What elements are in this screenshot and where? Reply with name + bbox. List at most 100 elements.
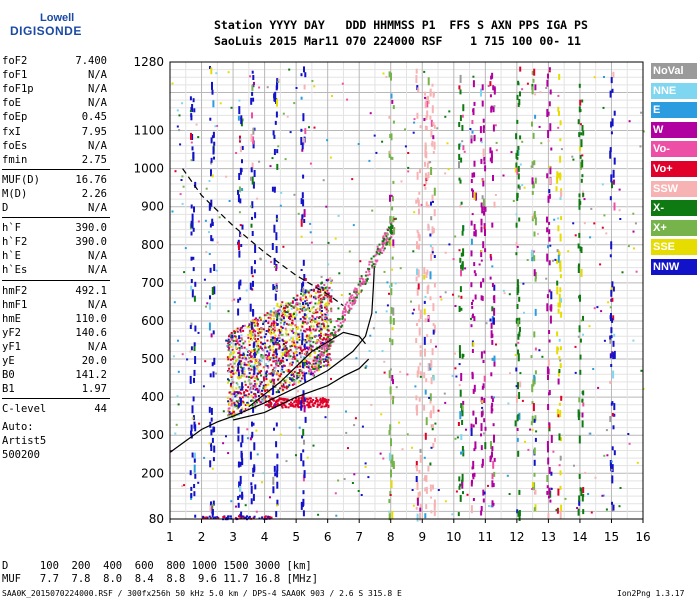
- echo-point: [251, 350, 254, 353]
- echo-point: [619, 487, 622, 489]
- echo-point: [337, 317, 340, 320]
- echo-point: [321, 341, 324, 344]
- echo-point: [318, 329, 321, 332]
- echo-point: [579, 369, 582, 375]
- echo-point: [412, 250, 415, 253]
- echo-point: [265, 371, 268, 373]
- echo-point: [230, 399, 233, 402]
- echo-point: [179, 143, 182, 146]
- echo-point: [219, 102, 222, 105]
- echo-point: [309, 373, 312, 376]
- echo-point: [432, 375, 435, 381]
- echo-point: [300, 406, 303, 411]
- echo-point: [254, 212, 257, 219]
- echo-point: [274, 310, 277, 318]
- param-m-d: M(D) 2.26: [2, 188, 107, 202]
- echo-point: [322, 397, 324, 400]
- echo-point: [522, 282, 525, 285]
- echo-point: [256, 389, 259, 392]
- echo-point: [549, 166, 552, 175]
- echo-point: [490, 106, 493, 113]
- echo-point: [282, 364, 285, 367]
- echo-point: [547, 446, 549, 453]
- echo-point: [632, 212, 635, 215]
- echo-point: [259, 363, 262, 366]
- echo-point: [292, 337, 295, 340]
- echo-point: [610, 289, 613, 297]
- echo-point: [227, 310, 230, 313]
- param-label: foF2: [2, 55, 28, 67]
- echo-point: [237, 426, 240, 434]
- echo-point: [181, 175, 184, 178]
- echo-point: [194, 514, 197, 518]
- echo-point: [248, 372, 251, 375]
- echo-point: [257, 391, 259, 394]
- echo-point: [531, 177, 534, 185]
- echo-point: [605, 232, 608, 235]
- echo-point: [320, 317, 323, 320]
- echo-point: [240, 409, 243, 415]
- echo-point: [253, 127, 256, 131]
- echo-point: [324, 288, 327, 291]
- echo-point: [297, 397, 300, 400]
- echo-point: [279, 317, 282, 320]
- echo-point: [290, 305, 293, 307]
- echo-point: [275, 246, 278, 253]
- echo-point: [281, 387, 283, 390]
- echo-point: [299, 308, 301, 311]
- echo-point: [419, 125, 422, 129]
- echo-point: [417, 232, 420, 239]
- echo-point: [546, 216, 548, 223]
- echo-point: [251, 84, 254, 91]
- echo-point: [179, 193, 182, 196]
- echo-point: [471, 213, 474, 216]
- echo-point: [473, 101, 476, 106]
- echo-point: [325, 279, 328, 282]
- echo-point: [309, 397, 312, 400]
- echo-point: [618, 188, 621, 191]
- echo-point: [291, 339, 294, 342]
- echo-point: [431, 105, 434, 114]
- echo-point: [239, 461, 242, 467]
- echo-point: [309, 309, 312, 312]
- echo-point: [230, 345, 233, 348]
- echo-point: [432, 135, 435, 140]
- echo-point: [254, 245, 257, 253]
- echo-point: [308, 307, 310, 310]
- echo-point: [241, 367, 244, 375]
- echo-point: [263, 379, 266, 382]
- echo-point: [423, 274, 426, 280]
- echo-point: [276, 82, 279, 89]
- echo-point: [282, 308, 285, 311]
- echo-point: [429, 271, 432, 280]
- echo-point: [313, 85, 316, 88]
- echo-point: [307, 339, 310, 342]
- echo-point: [250, 485, 253, 494]
- echo-point: [316, 290, 319, 293]
- echo-point: [227, 71, 230, 74]
- param-separator: [2, 168, 110, 170]
- echo-point: [611, 413, 614, 416]
- echo-point: [277, 389, 280, 392]
- echo-point: [259, 383, 262, 385]
- echo-point: [431, 226, 434, 235]
- echo-point: [275, 373, 278, 376]
- echo-point: [273, 326, 276, 329]
- echo-point: [298, 311, 301, 314]
- echo-point: [288, 339, 291, 342]
- echo-point: [593, 307, 596, 310]
- echo-point: [473, 472, 476, 477]
- echo-point: [330, 339, 333, 342]
- echo-point: [277, 309, 280, 312]
- echo-point: [303, 209, 306, 218]
- echo-point: [383, 247, 386, 250]
- echo-point: [194, 181, 197, 188]
- echo-point: [257, 369, 260, 372]
- echo-point: [278, 334, 280, 337]
- echo-point: [580, 319, 583, 322]
- echo-point: [193, 456, 196, 463]
- echo-point: [327, 356, 330, 359]
- echo-point: [299, 373, 302, 376]
- echo-point: [564, 497, 567, 500]
- echo-point: [193, 377, 195, 383]
